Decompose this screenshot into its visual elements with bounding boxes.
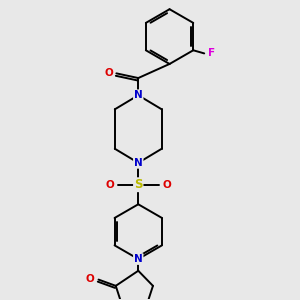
Text: N: N [134,90,142,100]
Text: O: O [162,180,171,190]
Text: N: N [134,158,142,168]
Text: O: O [106,180,115,190]
Text: F: F [208,48,216,59]
Text: N: N [134,254,142,264]
Text: S: S [134,178,142,191]
Text: O: O [85,274,94,284]
Text: O: O [104,68,113,78]
